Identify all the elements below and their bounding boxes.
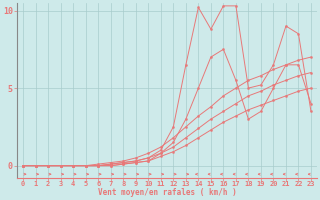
- X-axis label: Vent moyen/en rafales ( km/h ): Vent moyen/en rafales ( km/h ): [98, 188, 236, 197]
